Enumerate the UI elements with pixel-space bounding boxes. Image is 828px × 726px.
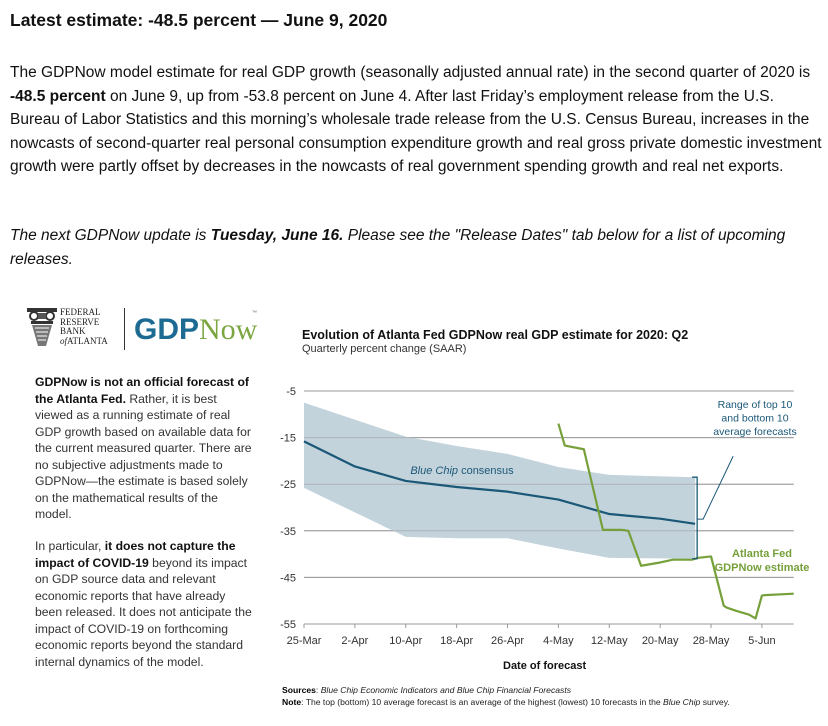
chart-title: Evolution of Atlanta Fed GDPNow real GDP… [302, 328, 689, 342]
paragraph-text: The next GDPNow update is [10, 227, 211, 244]
estimate-paragraph: The GDPNow model estimate for real GDP g… [10, 61, 822, 179]
chart-subtitle: Quarterly percent change (SAAR) [302, 343, 467, 355]
disclaimer-bold: it does not capture the impact of COVID-… [35, 539, 236, 570]
consensus-annotation-text: consensus [458, 465, 514, 477]
disclaimer-text: Rather, it is best viewed as a running e… [35, 391, 252, 522]
y-tick-label: -15 [280, 433, 296, 445]
x-axis-title: Date of forecast [503, 660, 587, 672]
bank-name-line: BANK [60, 326, 86, 336]
range-bracket [692, 476, 698, 560]
note-label: Note [282, 697, 302, 707]
disclaimer-text: beyond its impact on GDP source data and… [35, 555, 252, 669]
bank-name-line: RESERVE [60, 316, 100, 327]
x-tick-label: 10-Apr [389, 635, 422, 647]
disclaimer-bold: GDPNow is not an official forecast of th… [35, 375, 249, 406]
note-text: The top (bottom) 10 average forecast is … [305, 697, 664, 707]
bank-name-line: ofATLANTA [60, 335, 108, 347]
bank-name-city: ATLANTA [67, 335, 108, 346]
consensus-line [303, 440, 696, 525]
x-tick-label: 4-May [543, 635, 574, 647]
paragraph-text: The GDPNow model estimate for real GDP g… [10, 64, 811, 81]
y-axis-labels: -5 -15 -25 -35 -45 -55 [280, 386, 296, 631]
x-tick-label: 20-May [642, 635, 679, 647]
bank-name-line: FEDERAL [60, 307, 101, 317]
disclaimer-official: GDPNow is not an official forecast of th… [35, 374, 255, 523]
x-axis: 25-Mar 2-Apr 10-Apr 18-Apr 26-Apr 4-May 12-May… [287, 624, 776, 647]
y-tick-label: -45 [280, 572, 296, 584]
x-tick-label: 26-Apr [491, 635, 524, 647]
note-line: Note: The top (bottom) 10 average foreca… [282, 697, 730, 707]
sources-label: Sources [282, 685, 316, 695]
note-italic: Blue Chip [663, 697, 701, 707]
paragraph-text: on June 9, up from -53.8 percent on June… [10, 87, 822, 176]
x-tick-label: 2-Apr [341, 635, 368, 647]
x-tick-label: 18-Apr [440, 635, 473, 647]
paragraph-text: Please see the "Release Dates" tab below… [10, 227, 786, 268]
eagle-column-icon [27, 308, 57, 346]
headline: Latest estimate: -48.5 percent — June 9,… [10, 10, 388, 30]
range-annotation-line: average forecasts [713, 426, 796, 438]
gdpnow-annotation-line: Atlanta Fed [732, 548, 792, 560]
y-tick-label: -5 [286, 386, 296, 398]
range-band [304, 390, 794, 625]
y-tick-label: -55 [280, 619, 296, 631]
x-tick-label: 5-Jun [748, 635, 776, 647]
wordmark-now: Now [199, 313, 258, 346]
estimate-value: -48.5 percent [10, 87, 106, 105]
gdpnow-annotation-line: GDPNow estimate [715, 562, 810, 574]
annotations: Blue Chip consensus Range of top 10 and bo… [410, 399, 809, 574]
gdpnow-wordmark: GDPNow [134, 314, 257, 346]
range-annotation-line: and bottom 10 [721, 413, 788, 425]
x-tick-label: 12-May [591, 635, 628, 647]
wordmark-gdp: GDP [134, 313, 200, 346]
note-text: survey. [700, 697, 730, 707]
trademark: ™ [252, 310, 257, 316]
logo: FEDERAL RESERVE BANK ofATLANTA GDPNow ™ [26, 306, 262, 352]
next-update-paragraph: The next GDPNow update is Tuesday, June … [10, 224, 822, 271]
consensus-annotation-italic: Blue Chip [410, 465, 458, 477]
sources-text: Blue Chip Economic Indicators and Blue C… [320, 685, 572, 695]
x-tick-label: 28-May [693, 635, 730, 647]
consensus-annotation: Blue Chip consensus [410, 465, 514, 477]
disclaimer-text: In particular, [35, 539, 105, 553]
x-tick-label: 25-Mar [287, 635, 322, 647]
range-annotation-line: Range of top 10 [718, 399, 793, 411]
range-leader-line [697, 456, 734, 520]
y-tick-label: -25 [280, 479, 296, 491]
y-tick-label: -35 [280, 526, 296, 538]
bank-name-of: of [60, 335, 68, 346]
sources-line: Sources: Blue Chip Economic Indicators a… [282, 685, 572, 695]
range-band-area [304, 402, 696, 559]
disclaimer-covid: In particular, it does not capture the i… [35, 538, 255, 670]
next-update-date: Tuesday, June 16. [210, 227, 344, 244]
logo-divider [124, 308, 125, 350]
bank-name: FEDERAL RESERVE BANK ofATLANTA [60, 307, 108, 347]
chart-notes: Sources: Blue Chip Economic Indicators a… [282, 684, 730, 708]
